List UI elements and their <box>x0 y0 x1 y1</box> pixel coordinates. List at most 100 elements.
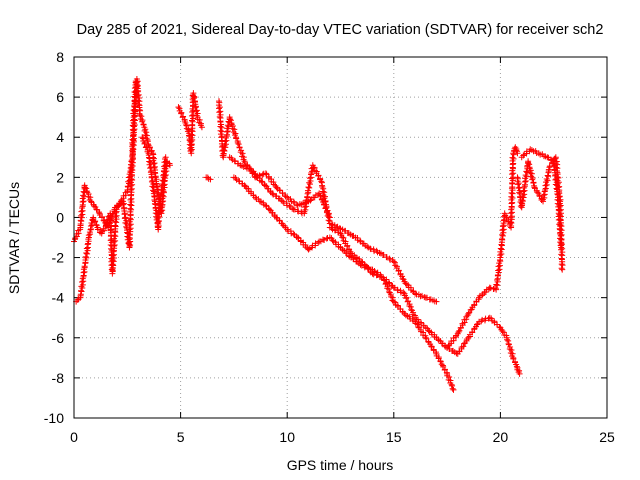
trace-point <box>138 113 145 120</box>
trace-point <box>289 205 296 212</box>
y-tick-label: 6 <box>56 89 64 105</box>
axis-ticks: -10 -8 -6 -4 -2 0 2 4 6 8 0 5 10 15 20 25 <box>44 49 615 445</box>
trace-point <box>542 182 549 189</box>
y-tick-label: -4 <box>52 290 65 306</box>
trace-point <box>233 135 240 142</box>
trace-point <box>543 181 550 188</box>
data-point <box>175 104 182 111</box>
trace-point <box>535 190 542 197</box>
x-tick-label: 5 <box>177 429 185 445</box>
trace-point <box>286 202 293 209</box>
trace-point <box>306 181 313 188</box>
trace-point <box>323 204 330 211</box>
data-point <box>412 290 419 297</box>
trace-point <box>112 209 119 216</box>
trace-point <box>519 192 526 199</box>
trace-point <box>496 266 503 273</box>
trace-point <box>508 347 515 354</box>
trace-point <box>322 198 329 205</box>
data-point <box>358 258 365 265</box>
trace-point <box>236 144 243 151</box>
trace-point <box>493 281 500 288</box>
trace-point <box>504 336 511 343</box>
x-tick-label: 0 <box>70 429 78 445</box>
trace-point <box>149 183 156 190</box>
trace-point <box>131 85 138 92</box>
trace-point <box>354 237 361 244</box>
data-point <box>294 234 301 241</box>
trace-point <box>78 208 85 215</box>
trace-point <box>142 132 149 139</box>
trace-point <box>370 271 377 278</box>
trace-point <box>515 185 522 192</box>
trace-point <box>329 237 336 244</box>
trace-point <box>80 192 87 199</box>
trace-point <box>301 204 308 211</box>
trace-point <box>522 172 529 179</box>
trace-point <box>222 138 229 145</box>
trace-point <box>544 177 551 184</box>
trace-point <box>321 237 328 244</box>
data-point <box>207 176 214 183</box>
data-point <box>514 150 521 157</box>
trace-point <box>326 214 333 221</box>
data-point <box>132 78 139 85</box>
trace-point <box>509 154 516 161</box>
trace-point <box>83 245 90 252</box>
trace-point <box>494 277 501 284</box>
trace-point <box>478 318 485 325</box>
trace-point <box>84 250 91 257</box>
trace-point <box>400 289 407 296</box>
trace-point <box>364 243 371 250</box>
chart-title: Day 285 of 2021, Sidereal Day-to-day VTE… <box>77 22 604 38</box>
trace-point <box>321 189 328 196</box>
data-point <box>465 310 472 317</box>
x-tick-label: 25 <box>599 429 615 445</box>
trace-point <box>497 245 504 252</box>
trace-point <box>151 196 158 203</box>
trace-point <box>425 327 432 334</box>
trace-point <box>130 117 137 124</box>
data-point <box>241 182 248 189</box>
y-tick-label: -2 <box>52 250 65 266</box>
data-point <box>559 266 566 273</box>
trace-point <box>534 189 541 196</box>
trace-point <box>302 200 309 207</box>
trace-point <box>193 112 200 119</box>
y-tick-label: 0 <box>56 209 64 225</box>
trace-point <box>553 185 560 192</box>
trace-point <box>544 172 551 179</box>
data-point <box>305 246 312 253</box>
trace-point <box>530 180 537 187</box>
trace-point <box>239 150 246 157</box>
trace-point <box>516 189 523 196</box>
trace-point <box>290 230 297 237</box>
trace-point <box>143 129 150 136</box>
x-tick-label: 15 <box>386 429 402 445</box>
trace-point <box>307 175 314 182</box>
trace-point <box>123 223 130 230</box>
trace-point <box>543 179 550 186</box>
trace-point <box>339 234 346 241</box>
data-point <box>390 298 397 305</box>
trace-point <box>499 223 506 230</box>
trace-point <box>522 178 529 185</box>
trace-point <box>383 254 390 261</box>
trace-point <box>149 177 156 184</box>
trace-point <box>303 203 310 210</box>
trace-point <box>529 176 536 183</box>
data-point <box>88 198 95 205</box>
trace-point <box>456 327 463 334</box>
trace-point <box>402 312 409 319</box>
trace-point <box>438 361 445 368</box>
trace-point <box>492 285 499 292</box>
trace-point <box>525 160 532 167</box>
trace-point <box>310 164 317 171</box>
y-axis-label: SDTVAR / TECUs <box>6 182 22 294</box>
trace-point <box>319 188 326 195</box>
trace-point <box>226 116 233 123</box>
trace-point <box>147 165 154 172</box>
trace-point <box>464 312 471 319</box>
data-point <box>433 298 440 305</box>
trace-point <box>303 197 310 204</box>
